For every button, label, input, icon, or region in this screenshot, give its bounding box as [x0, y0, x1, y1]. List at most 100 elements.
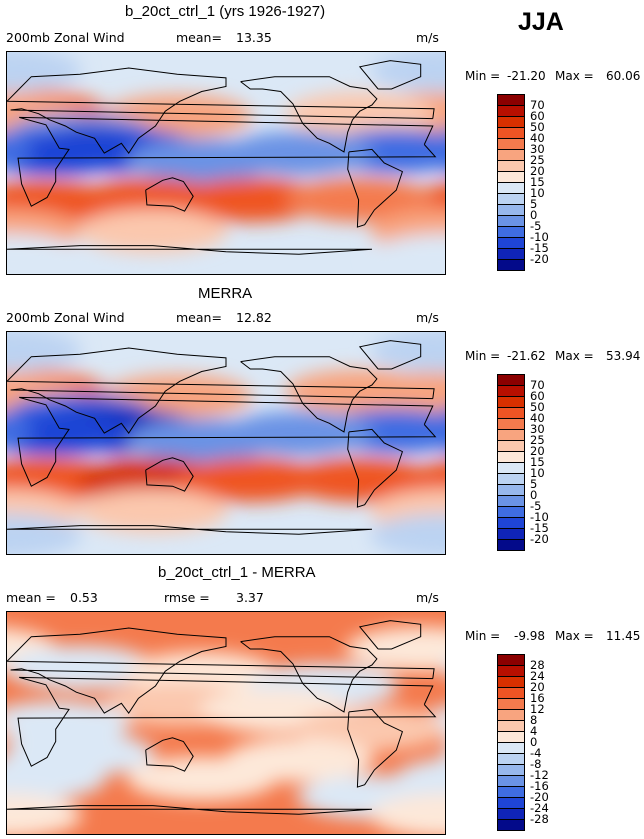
field-region — [370, 513, 445, 554]
field-region — [7, 513, 82, 554]
panel2-colorbar: 70 60 50 40 30 25 20 15 10 5 0 -5 -10 -15 -20 — [497, 374, 557, 551]
coastline — [145, 177, 194, 212]
field-plot — [7, 332, 445, 554]
colorbar-label: -15 — [530, 521, 549, 535]
coastline — [7, 525, 373, 535]
panel2-units: m/s — [416, 310, 439, 325]
field-plot — [7, 52, 445, 274]
colorbar-label: -4 — [530, 746, 542, 760]
colorbar-label: 5 — [530, 197, 538, 211]
colorbar-label: 30 — [530, 422, 545, 436]
field-region — [284, 91, 435, 136]
colorbar-label: 50 — [530, 120, 545, 134]
colorbar-label: -20 — [530, 252, 549, 266]
colorbar-label: -5 — [530, 499, 542, 513]
colorbar-label: 28 — [530, 658, 545, 672]
panel1-mean-value: 13.35 — [236, 30, 272, 45]
colorbar-label: 20 — [530, 444, 545, 458]
panel3-colorbar: 28 24 20 16 12 8 4 0 -4 -8 -12 -16 -20 -24 -28 — [497, 654, 557, 831]
coastline — [347, 428, 404, 508]
colorbar-label: 60 — [530, 109, 545, 123]
colorbar-label: -15 — [530, 241, 549, 255]
field-region — [7, 131, 131, 176]
colorbar-label: 30 — [530, 142, 545, 156]
field-region — [345, 627, 445, 671]
colorbar-label: 24 — [530, 669, 545, 683]
colorbar-label: -24 — [530, 801, 549, 815]
coastline — [17, 396, 437, 487]
coastline — [358, 620, 422, 650]
colorbar-label: 15 — [530, 455, 545, 469]
season-label: JJA — [518, 8, 564, 36]
panel3-mean-label: mean = — [6, 590, 56, 605]
field-region — [78, 488, 228, 533]
colorbar-label: 0 — [530, 488, 538, 502]
panel2-min-value: -21.62 — [507, 349, 546, 363]
panel3-rmse-label: rmse = — [164, 590, 210, 605]
panel1-units: m/s — [416, 30, 439, 45]
panel3-map — [6, 611, 446, 835]
colorbar-label: -12 — [530, 768, 549, 782]
colorbar-label: 50 — [530, 400, 545, 414]
field-region — [370, 793, 445, 834]
colorbar-label: 10 — [530, 466, 545, 480]
field-region — [7, 411, 131, 456]
field-region — [175, 178, 326, 222]
field-region — [126, 756, 277, 801]
panel2-title: MERRA — [198, 285, 253, 302]
coastline — [7, 347, 435, 434]
field-region — [284, 458, 435, 502]
panel2-max-label: Max = — [555, 349, 594, 363]
colorbar-label: -8 — [530, 757, 542, 771]
colorbar-label: 10 — [530, 186, 545, 200]
field-region — [126, 138, 277, 183]
field-region — [443, 748, 445, 759]
coastline — [7, 245, 373, 255]
colorbar-label: 60 — [530, 389, 545, 403]
coastline — [240, 636, 378, 713]
coastline — [7, 805, 373, 815]
field-region — [284, 178, 435, 222]
colorbar-label: 0 — [530, 735, 538, 749]
panel1-field-label: 200mb Zonal Wind — [6, 30, 125, 45]
colorbar-label: 70 — [530, 378, 545, 392]
colorbar-label: -10 — [530, 510, 549, 524]
colorbar-label: 12 — [530, 702, 545, 716]
field-region — [78, 208, 228, 253]
colorbar-segment — [497, 539, 525, 551]
colorbar-label: 40 — [530, 411, 545, 425]
field-plot — [7, 612, 445, 834]
coastline — [7, 67, 435, 154]
panel1-map — [6, 51, 446, 275]
panel3-rmse-value: 3.37 — [236, 590, 264, 605]
field-region — [443, 662, 445, 673]
panel2-mean-value: 12.82 — [236, 310, 272, 325]
colorbar-label: 20 — [530, 680, 545, 694]
panel1-min-label: Min = — [465, 69, 501, 83]
coastline — [347, 708, 404, 788]
panel2-mean-label: mean= — [176, 310, 222, 325]
coastline — [347, 148, 404, 228]
field-region — [7, 645, 155, 690]
colorbar-label: 15 — [530, 175, 545, 189]
panel2-min-label: Min = — [465, 349, 501, 363]
panel3-min-label: Min = — [465, 629, 501, 643]
colorbar-segment — [497, 819, 525, 831]
colorbar-label: 40 — [530, 131, 545, 145]
field-region — [7, 756, 107, 801]
panel3-units: m/s — [416, 590, 439, 605]
colorbar-label: 25 — [530, 433, 545, 447]
field-region — [370, 332, 445, 373]
field-region — [7, 724, 9, 735]
field-region — [126, 418, 277, 463]
coastline — [145, 737, 194, 772]
coastline — [7, 627, 435, 714]
colorbar-label: -20 — [530, 790, 549, 804]
panel1-min-value: -21.20 — [507, 69, 546, 83]
colorbar-label: 5 — [530, 477, 538, 491]
colorbar-label: 25 — [530, 153, 545, 167]
colorbar-label: -5 — [530, 219, 542, 233]
colorbar-label: -10 — [530, 230, 549, 244]
coastline — [240, 356, 378, 433]
panel3-max-label: Max = — [555, 629, 594, 643]
